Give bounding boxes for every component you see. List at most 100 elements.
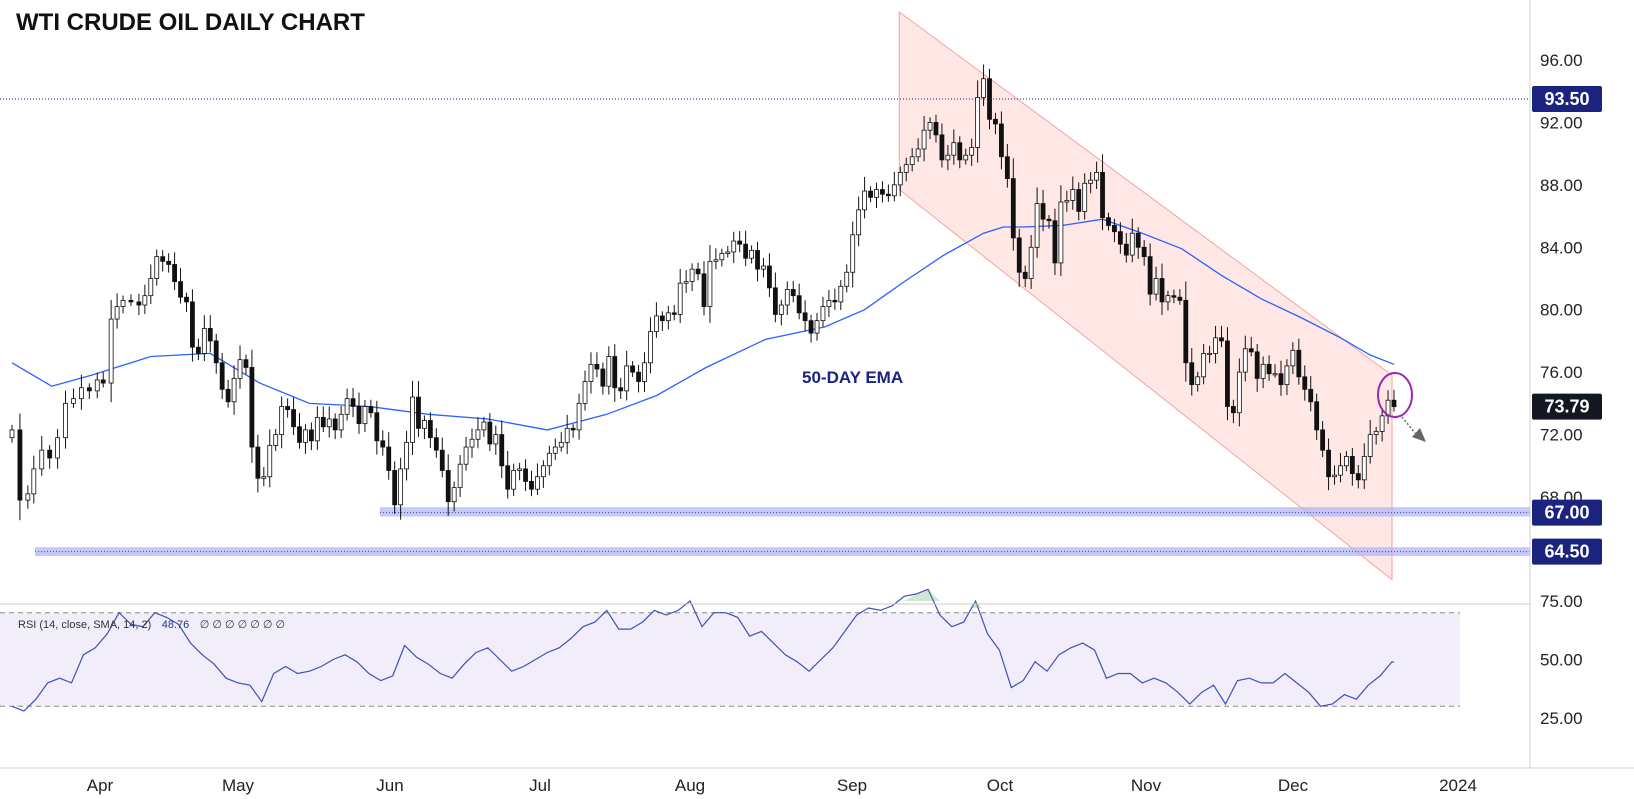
candle (237, 345, 243, 389)
candle (695, 262, 701, 281)
support-zones (0, 98, 1530, 556)
time-tick-label: Jul (529, 776, 551, 795)
candle (1028, 234, 1034, 289)
candle (463, 436, 469, 471)
candle (1361, 443, 1367, 490)
badge-93-50: 93.50 (1532, 86, 1602, 113)
candle (309, 422, 314, 451)
rsi-line (11, 588, 1395, 712)
candle (921, 116, 927, 162)
price-tick-label: 72.00 (1540, 426, 1583, 445)
svg-text:RSI (14, close, SMA, 14, 2): RSI (14, close, SMA, 14, 2) 48.76 ∅ ∅ ∅ … (18, 615, 285, 632)
candle (178, 267, 183, 304)
candle (368, 399, 374, 418)
candle (939, 123, 945, 168)
candle (761, 257, 766, 278)
chart-title: WTI CRUDE OIL DAILY CHART (16, 9, 365, 36)
candle (535, 463, 540, 495)
candle (606, 346, 612, 395)
candle (957, 136, 963, 169)
candle (166, 253, 172, 273)
candle (1290, 342, 1296, 375)
candle (31, 455, 37, 504)
candle (975, 80, 981, 163)
price-tick-label: 76.00 (1540, 363, 1583, 382)
candle (451, 481, 457, 512)
candle (291, 397, 296, 436)
candle (999, 111, 1004, 170)
candle (1165, 290, 1171, 311)
candle (772, 272, 778, 323)
candle (338, 406, 344, 439)
candle (1373, 427, 1379, 445)
candle (427, 412, 433, 448)
candle (94, 372, 100, 399)
time-tick-label: Dec (1278, 776, 1309, 795)
candle (1010, 158, 1016, 251)
candle (433, 428, 439, 458)
candle (207, 315, 213, 353)
candle (1171, 289, 1177, 304)
candle (1046, 215, 1052, 229)
candle (981, 64, 986, 107)
candle (445, 454, 451, 516)
candle (1242, 335, 1248, 382)
candle (160, 250, 166, 272)
candle (1022, 265, 1028, 288)
candle (285, 398, 291, 418)
candle (1207, 345, 1213, 363)
candle (487, 413, 493, 452)
candle (136, 293, 142, 316)
candle (314, 406, 320, 451)
candle (707, 245, 713, 323)
candle (564, 414, 570, 455)
candle (279, 396, 285, 449)
candle (600, 362, 606, 395)
candle (576, 393, 582, 440)
candle (808, 314, 814, 343)
badge-67-00: 67.00 (1532, 499, 1602, 526)
projection-arrow-line (1401, 416, 1416, 434)
time-tick-label: Apr (87, 776, 114, 795)
candle (499, 420, 505, 479)
rsi-extra: ∅ ∅ ∅ ∅ ∅ ∅ ∅ (200, 619, 285, 631)
candle (767, 253, 772, 297)
candle (731, 231, 737, 264)
candle (636, 364, 641, 393)
rsi-value: 48.76 (162, 619, 190, 631)
candles (9, 64, 1397, 521)
candle (671, 304, 677, 321)
candle (71, 388, 76, 408)
price-tick-label: 92.00 (1540, 113, 1583, 132)
candle (219, 353, 225, 400)
candle (1195, 371, 1201, 392)
candle (749, 245, 754, 264)
badge-64-50: 64.50 (1532, 538, 1602, 565)
candle (832, 288, 838, 310)
candle (624, 350, 630, 401)
candle (1296, 338, 1302, 385)
rsi-tick-label: 50.00 (1540, 651, 1583, 670)
candle (1302, 365, 1308, 401)
candle (1272, 364, 1278, 378)
candle (201, 315, 207, 362)
candle (231, 365, 237, 415)
candle (1094, 161, 1099, 189)
candle (737, 231, 743, 253)
candle (1177, 289, 1183, 305)
channel-fill (898, 11, 1393, 581)
candle (1153, 266, 1159, 301)
ema50-line (11, 218, 1395, 431)
candle (55, 428, 61, 469)
candle (320, 406, 326, 433)
price-tick-label: 88.00 (1540, 176, 1583, 195)
candle (1284, 359, 1290, 396)
candle (148, 264, 154, 305)
time-tick-label: Sep (837, 776, 867, 795)
candle (481, 417, 487, 437)
candle (249, 349, 255, 463)
candle (1349, 448, 1355, 486)
candle (582, 370, 588, 411)
candle (1338, 452, 1343, 483)
